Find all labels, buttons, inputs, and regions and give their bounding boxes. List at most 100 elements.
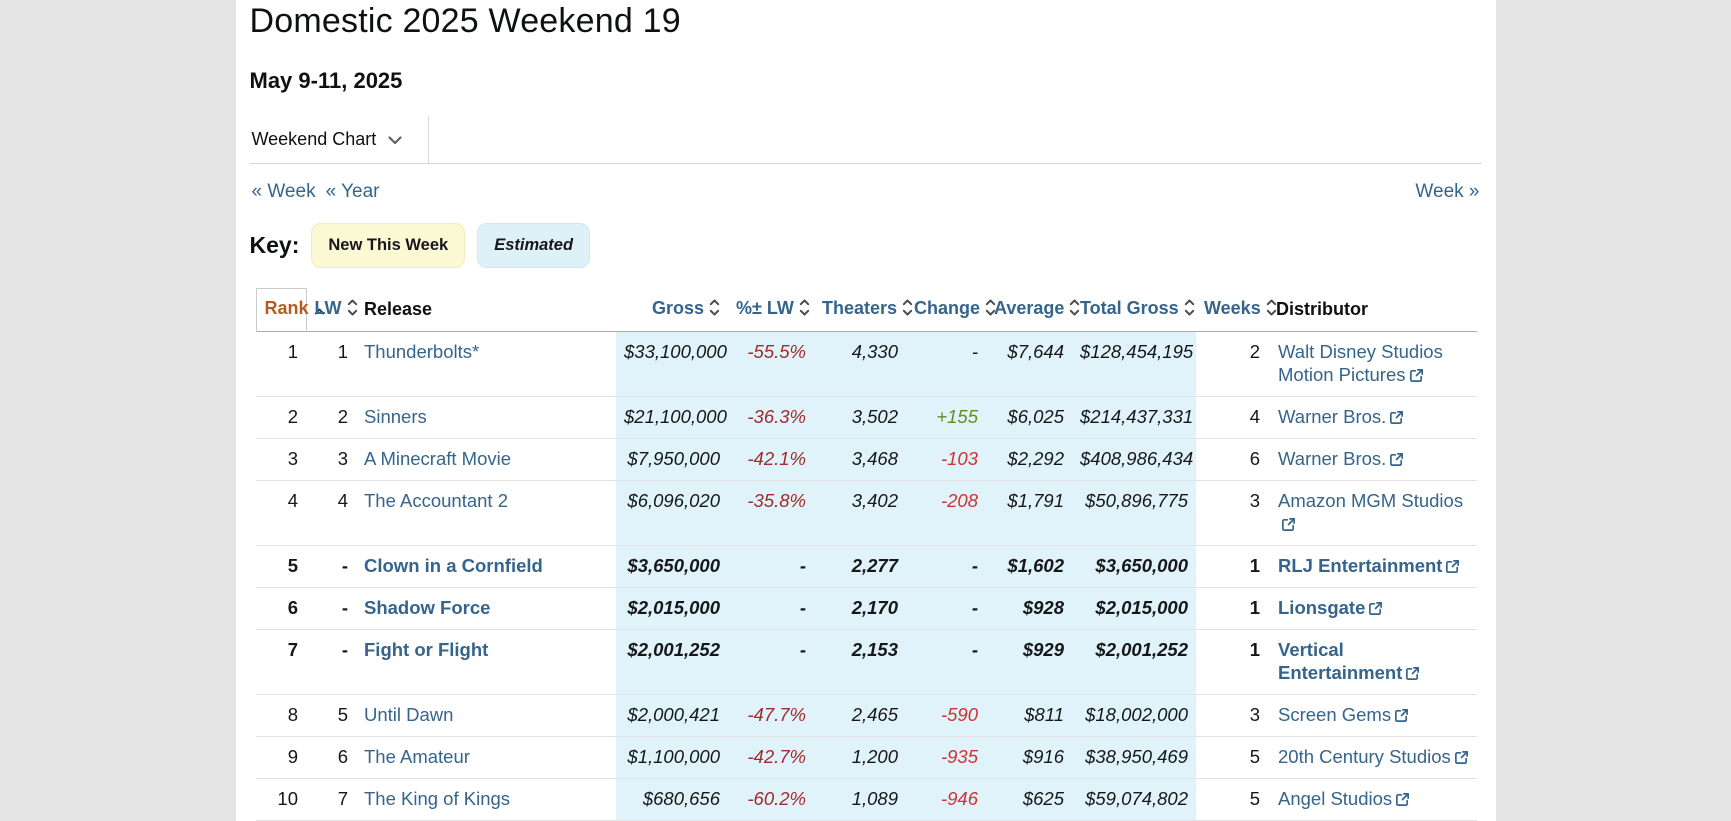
chart-type-dropdown[interactable]: Weekend Chart xyxy=(250,116,430,163)
column-header-change[interactable]: Change xyxy=(906,289,996,332)
next-week-link[interactable]: Week » xyxy=(1415,181,1480,202)
rank-cell: 8 xyxy=(287,704,298,725)
page-title: Domestic 2025 Weekend 19 xyxy=(249,2,681,40)
table-row: 3 3 A Minecraft Movie $7,950,000 -42.1% 3,468… xyxy=(256,438,1477,481)
release-link[interactable]: Until Dawn xyxy=(364,704,454,725)
distributor-link[interactable]: Warner Bros. xyxy=(1278,406,1404,427)
gross-cell: $2,000,421 xyxy=(616,694,728,737)
theaters-cell: 2,277 xyxy=(814,545,906,588)
column-label: Release xyxy=(364,298,433,319)
column-label: Total Gross xyxy=(1080,297,1179,318)
average-cell: $2,292 xyxy=(986,438,1072,481)
lw-cell: - xyxy=(341,555,348,576)
date-range: May 9-11, 2025 xyxy=(249,68,403,93)
release-link[interactable]: The King of Kings xyxy=(364,788,511,809)
table-row: 10 7 The King of Kings $680,656 -60.2% 1,089-… xyxy=(256,778,1477,821)
distributor-link[interactable]: Walt Disney Studios Motion Pictures xyxy=(1278,341,1443,385)
distributor-link[interactable]: Vertical Entertainment xyxy=(1278,639,1420,683)
theaters-cell: 4,330 xyxy=(814,331,906,397)
external-link-icon xyxy=(1395,789,1410,812)
column-header-average[interactable]: Average xyxy=(986,289,1080,332)
distributor-cell: Screen Gems xyxy=(1268,695,1477,737)
column-label: Theaters xyxy=(822,297,898,318)
change-cell: -103 xyxy=(906,438,986,481)
release-link[interactable]: The Amateur xyxy=(364,746,470,767)
table-row: 1 1 Thunderbolts* $33,100,000 -55.5% 4,330- $7… xyxy=(256,331,1477,397)
release-cell: Shadow Force xyxy=(356,588,616,630)
external-link-icon xyxy=(1368,598,1383,621)
column-header-rank[interactable]: Rank xyxy=(255,288,324,332)
theaters-cell: 2,465 xyxy=(814,694,906,737)
release-link[interactable]: Thunderbolts* xyxy=(364,341,480,362)
change-cell: -946 xyxy=(906,778,986,821)
change-cell: +155 xyxy=(906,396,986,439)
release-link[interactable]: Shadow Force xyxy=(364,597,491,618)
box-office-table: Rank LW Release Gross %± LW Theaters Change Ave… xyxy=(255,288,1477,821)
external-link-icon xyxy=(1389,407,1404,430)
release-link[interactable]: Fight or Flight xyxy=(364,639,489,660)
pct_lw-cell: - xyxy=(728,545,814,588)
lw-cell: 3 xyxy=(337,448,348,469)
distributor-link[interactable]: Lionsgate xyxy=(1278,597,1383,618)
legend-key: Key: New This Week Estimated xyxy=(250,223,1482,268)
rank-cell: 9 xyxy=(287,746,298,767)
rank-cell: 7 xyxy=(287,639,298,660)
release-link[interactable]: A Minecraft Movie xyxy=(364,448,512,469)
distributor-link[interactable]: Amazon MGM Studios xyxy=(1278,490,1463,534)
distributor-link[interactable]: 20th Century Studios xyxy=(1278,746,1469,767)
column-header-total_gross[interactable]: Total Gross xyxy=(1072,289,1196,332)
rank-cell: 1 xyxy=(287,341,298,362)
gross-cell: $2,015,000 xyxy=(616,587,728,630)
change-cell: - xyxy=(906,629,986,695)
average-cell: $1,602 xyxy=(986,545,1072,588)
column-header-pct_lw[interactable]: %± LW xyxy=(728,289,814,332)
release-cell: The Accountant 2 xyxy=(356,481,616,546)
table-row: 8 5 Until Dawn $2,000,421 -47.7% 2,465 -590 $81… xyxy=(256,694,1477,737)
distributor-link[interactable]: Angel Studios xyxy=(1278,788,1410,809)
external-link-icon xyxy=(1409,365,1424,388)
column-header-gross[interactable]: Gross xyxy=(616,289,728,332)
weeks-cell: 2 xyxy=(1249,341,1260,362)
theaters-cell: 2,153 xyxy=(814,629,906,695)
release-link[interactable]: Sinners xyxy=(364,406,427,427)
prev-year-link[interactable]: « Year xyxy=(325,181,380,202)
rank-cell: 6 xyxy=(287,597,298,618)
external-link-icon xyxy=(1445,556,1460,579)
prev-week-link[interactable]: « Week xyxy=(251,181,316,202)
external-link-icon xyxy=(1454,747,1469,770)
lw-cell: 5 xyxy=(337,704,348,725)
column-header-weeks[interactable]: Weeks xyxy=(1196,289,1276,332)
table-row: 5- Clown in a Cornfield $3,650,000-2,277- $… xyxy=(256,545,1477,588)
distributor-link[interactable]: RLJ Entertainment xyxy=(1278,555,1460,576)
theaters-cell: 1,089 xyxy=(814,778,906,821)
total_gross-cell: $3,650,000 xyxy=(1072,545,1196,588)
lw-cell: 4 xyxy=(337,490,348,511)
release-cell: Sinners xyxy=(356,397,616,439)
theaters-cell: 3,468 xyxy=(814,438,906,481)
pct_lw-cell: -35.8% xyxy=(728,480,814,546)
pct_lw-cell: -36.3% xyxy=(728,396,814,439)
weeks-cell: 1 xyxy=(1249,597,1260,618)
distributor-link[interactable]: Warner Bros. xyxy=(1278,448,1404,469)
release-cell: Until Dawn xyxy=(356,695,616,737)
sort-icon xyxy=(1184,299,1195,321)
total_gross-cell: $38,950,469 xyxy=(1072,736,1196,779)
release-link[interactable]: The Accountant 2 xyxy=(364,490,508,511)
weeks-cell: 5 xyxy=(1249,746,1260,767)
column-header-release: Release xyxy=(356,289,616,332)
release-link[interactable]: Clown in a Cornfield xyxy=(364,555,543,576)
lw-cell: - xyxy=(341,639,348,660)
sort-icon xyxy=(799,299,810,321)
sort-icon xyxy=(902,299,913,321)
table-row: 9 6 The Amateur $1,100,000 -42.7% 1,200 -935 $9… xyxy=(256,736,1477,779)
lw-cell: 6 xyxy=(337,746,348,767)
chart-type-label: Weekend Chart xyxy=(251,129,377,149)
lw-cell: 7 xyxy=(337,788,348,809)
theaters-cell: 3,502 xyxy=(814,396,906,439)
change-cell: -935 xyxy=(906,736,986,779)
column-header-lw[interactable]: LW xyxy=(306,289,357,332)
average-cell: $7,644 xyxy=(986,331,1072,397)
distributor-link[interactable]: Screen Gems xyxy=(1278,704,1409,725)
column-header-theaters[interactable]: Theaters xyxy=(814,289,913,332)
gross-cell: $1,100,000 xyxy=(616,736,728,779)
